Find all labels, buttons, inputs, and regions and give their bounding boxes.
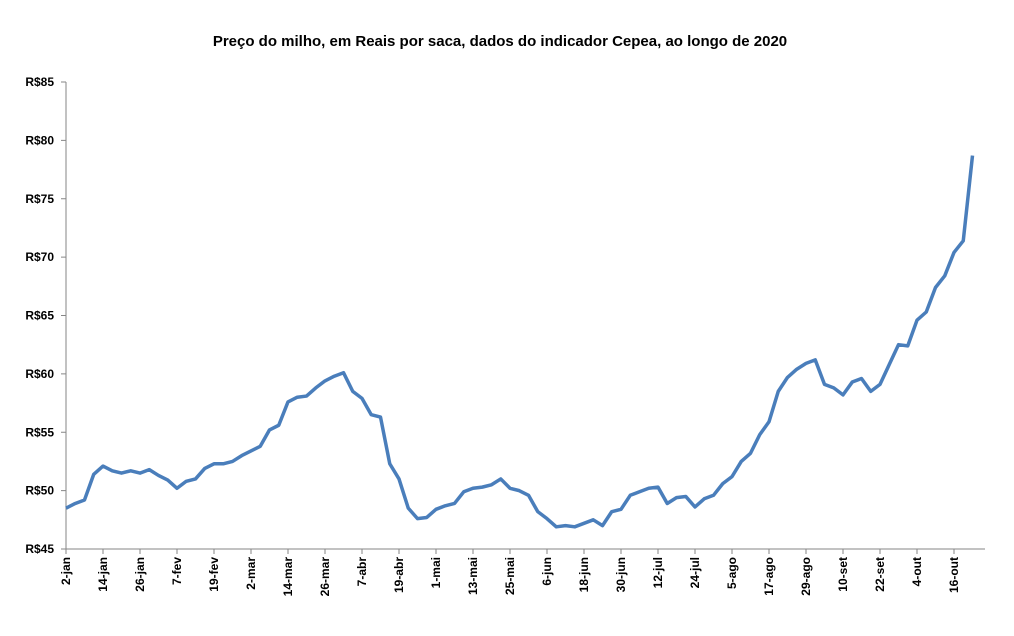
x-tick-label: 30-jun [614,557,628,592]
x-tick-label: 14-jan [96,557,110,592]
y-tick-label: R$80 [25,133,54,147]
x-tick-label: 26-mar [318,557,332,597]
y-tick-label: R$85 [25,75,54,89]
x-tick-label: 26-jan [133,557,147,592]
x-tick-label: 29-ago [799,557,813,596]
x-tick-label: 7-fev [170,557,184,585]
data-line [65,155,975,529]
y-tick-label: R$65 [25,309,54,323]
x-tick-label: 24-jul [688,557,702,588]
x-tick-label: 14-mar [281,557,295,597]
y-tick-label: R$45 [25,542,54,556]
x-tick-label: 6-jun [540,557,554,586]
x-tick-label: 25-mai [503,557,517,595]
x-tick-label: 1-mai [429,557,443,588]
x-tick-label: 16-out [947,557,961,593]
x-tick-label: 22-set [873,557,887,592]
chart-title: Preço do milho, em Reais por saca, dados… [213,33,787,50]
y-tick-label: R$70 [25,250,54,264]
y-tick-label: R$60 [25,367,54,381]
x-tick-label: 4-out [910,557,924,586]
x-tick-label: 17-ago [762,557,776,596]
x-tick-label: 2-jan [59,557,73,585]
x-tick-label: 18-jun [577,557,591,592]
x-tick-label: 19-fev [207,557,221,592]
x-tick-label: 13-mai [466,557,480,595]
x-tick-label: 10-set [836,557,850,592]
x-tick-label: 5-ago [725,557,739,589]
y-tick-label: R$75 [25,192,54,206]
x-tick-label: 7-abr [355,557,369,587]
x-tick-label: 2-mar [244,557,258,590]
x-tick-label: 12-jul [651,557,665,588]
y-tick-label: R$50 [25,484,54,498]
y-tick-label: R$55 [25,425,54,439]
x-tick-label: 19-abr [392,557,406,593]
